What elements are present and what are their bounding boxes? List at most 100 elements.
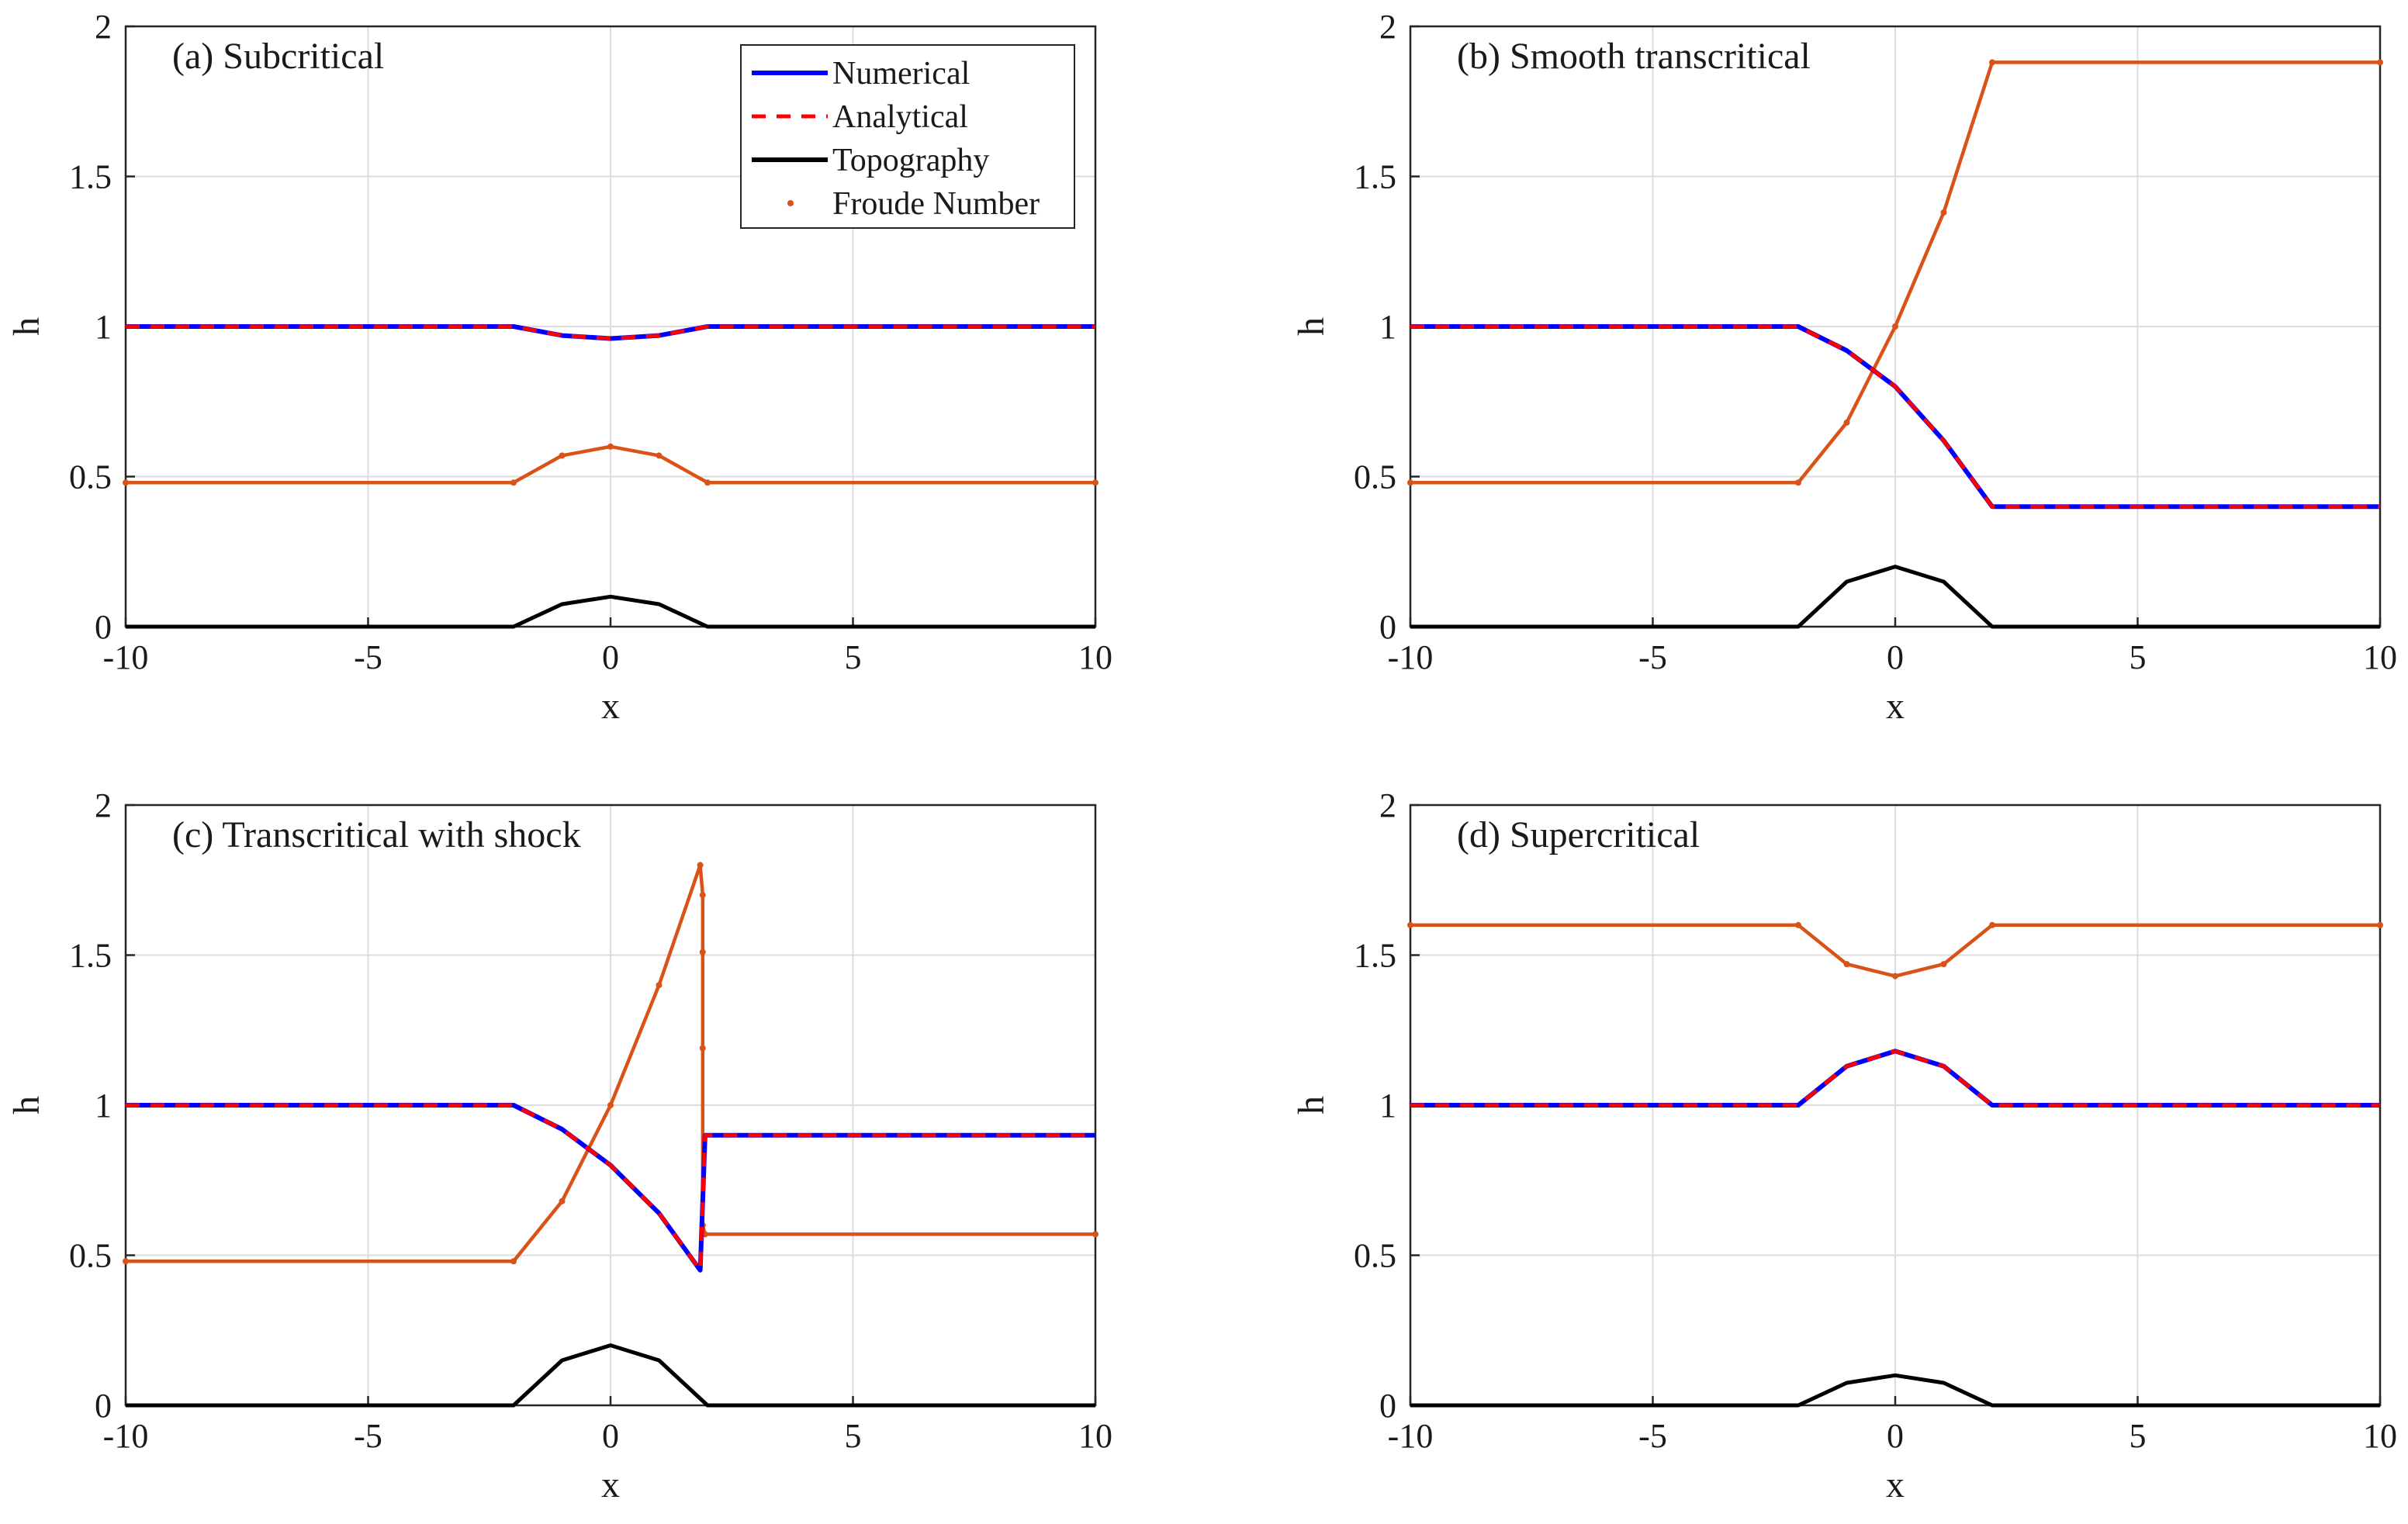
froude-number-point (2377, 59, 2383, 66)
topography-line (126, 594, 1095, 629)
x-tick-label: 0 (1887, 1417, 1904, 1455)
y-tick-label: 2 (1379, 8, 1396, 46)
y-tick-label: 1.5 (1354, 158, 1396, 196)
froude-number-point (123, 479, 129, 486)
froude-number-point (607, 443, 614, 450)
panel-3: -10 -5 0 5 10 0 0.5 1 1.5 2 x h (d) Supercritical (1291, 786, 2397, 1505)
x-tick-label: 10 (1078, 1417, 1112, 1455)
froude-number-point (1407, 921, 1413, 928)
froude-number-point (123, 1258, 129, 1265)
topography-line (126, 1343, 1095, 1408)
legend-label-froude-number: Froude Number (832, 186, 1040, 222)
analytical-line (1410, 324, 2380, 509)
y-tick-label: 1 (95, 1087, 112, 1125)
y-tick-label: 1 (1379, 308, 1396, 346)
x-tick-label: 5 (845, 638, 862, 676)
froude-number-point (1795, 479, 1801, 486)
froude-number-point (1092, 479, 1098, 486)
y-axis-label: h (1291, 1096, 1332, 1114)
legend-box (740, 44, 1075, 229)
y-tick-label: 2 (1379, 786, 1396, 824)
froude-number-point (510, 1258, 517, 1265)
froude-number-point (1843, 961, 1850, 968)
y-tick-label: 2 (95, 8, 112, 46)
analytical-line (126, 324, 1095, 340)
panel-2: -10 -5 0 5 10 0 0.5 1 1.5 2 x h (c) Transcritical wi… (6, 786, 1112, 1505)
froude-number-point (1989, 59, 1995, 66)
froude-number-point (1407, 479, 1413, 486)
x-tick-label: -10 (103, 638, 149, 676)
y-tick-label: 0 (1379, 608, 1396, 646)
panel-1: -10 -5 0 5 10 0 0.5 1 1.5 2 x h (b) Smooth transcrit… (1291, 8, 2397, 727)
panel-title: (b) Smooth transcritical (1457, 36, 1811, 77)
x-tick-label: -5 (1638, 638, 1667, 676)
x-tick-label: -5 (354, 638, 382, 676)
froude-number-point (699, 949, 706, 956)
froude-number-point (1843, 419, 1850, 426)
y-axis-label: h (6, 1096, 47, 1114)
froude-number-point (704, 479, 711, 486)
analytical-line (126, 1103, 1095, 1273)
x-tick-label: 0 (602, 638, 619, 676)
y-axis-label: h (6, 317, 47, 336)
legend-label-numerical: Numerical (832, 56, 970, 92)
x-tick-label: -5 (354, 1417, 382, 1455)
panel-0: -10 -5 0 5 10 0 0.5 1 1.5 2 x h (a) Subcritical (6, 8, 1112, 727)
y-tick-label: 1 (95, 308, 112, 346)
x-axis-label: x (601, 686, 620, 727)
y-tick-label: 0.5 (69, 1237, 112, 1275)
froude-number-point (697, 862, 704, 869)
froude-number-point (1940, 961, 1947, 968)
x-tick-label: 10 (2363, 638, 2397, 676)
x-tick-label: -5 (1638, 1417, 1667, 1455)
froude-number-point (510, 479, 517, 486)
froude-number-point (656, 982, 663, 989)
x-tick-label: 10 (2363, 1417, 2397, 1455)
y-tick-label: 0 (95, 608, 112, 646)
froude-number-point (1092, 1231, 1098, 1238)
analytical-line (1410, 1049, 2380, 1108)
froude-number-point (1989, 921, 1995, 928)
y-tick-label: 0.5 (1354, 1237, 1396, 1275)
y-tick-label: 0 (95, 1387, 112, 1425)
topography-line (1410, 565, 2380, 629)
x-tick-label: 0 (602, 1417, 619, 1455)
froude-number-point (1795, 921, 1801, 928)
y-tick-label: 0 (1379, 1387, 1396, 1425)
x-tick-label: -10 (1388, 638, 1434, 676)
froude-number-point (2377, 921, 2383, 928)
panel-title: (d) Supercritical (1457, 814, 1700, 855)
legend: Numerical Analytical Topography Froude Numb… (740, 44, 1075, 229)
legend-label-analytical: Analytical (832, 99, 968, 135)
x-axis-label: x (1886, 1464, 1905, 1505)
x-tick-label: 10 (1078, 638, 1112, 676)
froude-number-point (559, 1197, 566, 1204)
legend-swatch-froude-number (787, 200, 794, 206)
froude-number-point (1940, 209, 1947, 216)
topography-line (1410, 1373, 2380, 1408)
y-axis-label: h (1291, 317, 1332, 336)
froude-number-point (607, 1102, 614, 1108)
x-tick-label: 5 (2129, 638, 2147, 676)
panel-title: (c) Transcritical with shock (172, 814, 581, 855)
froude-number-point (656, 452, 663, 459)
x-tick-label: 5 (845, 1417, 862, 1455)
froude-number-point (699, 892, 706, 899)
y-tick-label: 1.5 (69, 937, 112, 975)
froude-number-point (1892, 973, 1898, 980)
x-tick-label: -10 (1388, 1417, 1434, 1455)
x-tick-label: -10 (103, 1417, 149, 1455)
x-axis-label: x (1886, 686, 1905, 727)
froude-number-point (699, 1045, 706, 1052)
froude-number-point (559, 452, 566, 459)
x-tick-label: 0 (1887, 638, 1904, 676)
y-tick-label: 1.5 (69, 158, 112, 196)
panel-title: (a) Subcritical (172, 36, 384, 77)
x-tick-label: 5 (2129, 1417, 2147, 1455)
y-tick-label: 1 (1379, 1087, 1396, 1125)
y-tick-label: 1.5 (1354, 937, 1396, 975)
y-tick-label: 2 (95, 786, 112, 824)
y-tick-label: 0.5 (1354, 458, 1396, 496)
y-tick-label: 0.5 (69, 458, 112, 496)
